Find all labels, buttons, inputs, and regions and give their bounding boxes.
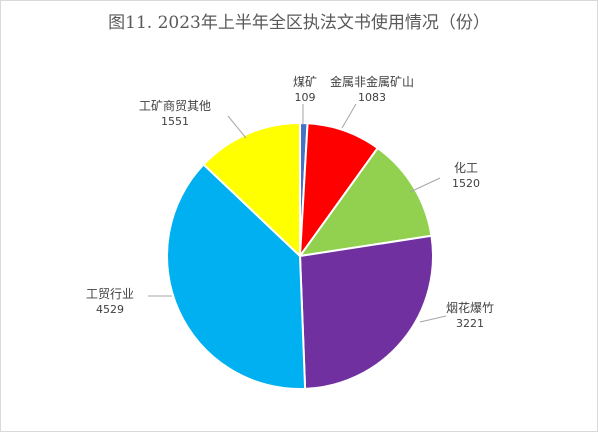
slice-label-4: 烟花爆竹 xyxy=(446,300,494,315)
slice-value-1: 109 xyxy=(295,91,316,104)
leader-line-6 xyxy=(227,115,247,139)
slice-label-5: 工贸行业 xyxy=(86,287,134,301)
slice-label-3: 化工 xyxy=(454,161,478,175)
slice-value-6: 1551 xyxy=(161,115,189,128)
slice-value-4: 3221 xyxy=(456,317,484,330)
chart-title: 图11. 2023年上半年全区执法文书使用情况（份） xyxy=(108,13,490,33)
pie-slice-5 xyxy=(166,163,307,390)
data-labels: 煤矿 109 金属非金属矿山 1083 化工 1520 烟花爆竹 3221 工贸行业 4529 工矿… xyxy=(86,74,494,330)
slice-value-3: 1520 xyxy=(452,177,480,190)
pie-slice-6 xyxy=(202,121,301,259)
leader-line-4 xyxy=(419,315,447,323)
slice-value-2: 1083 xyxy=(358,91,386,104)
pie-slice-3 xyxy=(297,146,433,258)
slice-label-2: 金属非金属矿山 xyxy=(330,74,414,89)
leader-line-3 xyxy=(409,177,441,193)
slice-label-1: 煤矿 xyxy=(293,75,317,89)
slice-label-6: 工矿商贸其他 xyxy=(139,98,211,113)
leader-line-2 xyxy=(341,103,357,129)
leader-lines xyxy=(148,103,447,323)
slice-value-5: 4529 xyxy=(96,303,124,316)
pie-slices xyxy=(166,121,434,390)
pie-slice-4 xyxy=(298,234,434,390)
